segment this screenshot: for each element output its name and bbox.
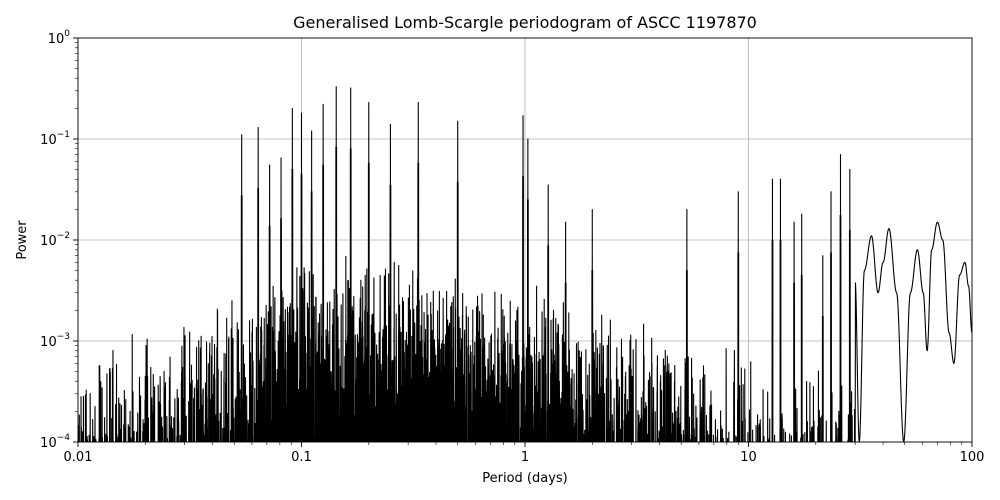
x-tick-label: 10 — [740, 450, 757, 465]
y-tick-label: 10−4 — [40, 433, 70, 451]
x-tick-label: 0.01 — [64, 450, 93, 465]
y-tick-label: 10−1 — [40, 130, 70, 148]
axis-ticks: 0.01 0.1 1 10 100 10−4 10−3 10−2 10−1 100 — [40, 29, 984, 465]
periodogram-line — [78, 86, 972, 442]
y-tick-label: 10−3 — [40, 332, 70, 350]
series-clip — [78, 86, 972, 442]
x-tick-label: 0.1 — [291, 450, 312, 465]
y-axis-label: Power — [15, 220, 30, 260]
x-tick-label: 100 — [960, 450, 985, 465]
y-tick-label: 10−2 — [40, 231, 70, 249]
chart-title: Generalised Lomb-Scargle periodogram of … — [293, 13, 757, 32]
y-tick-label: 100 — [48, 29, 71, 47]
x-axis-label: Period (days) — [482, 471, 568, 486]
x-tick-label: 1 — [521, 450, 529, 465]
plot-area — [78, 86, 972, 442]
